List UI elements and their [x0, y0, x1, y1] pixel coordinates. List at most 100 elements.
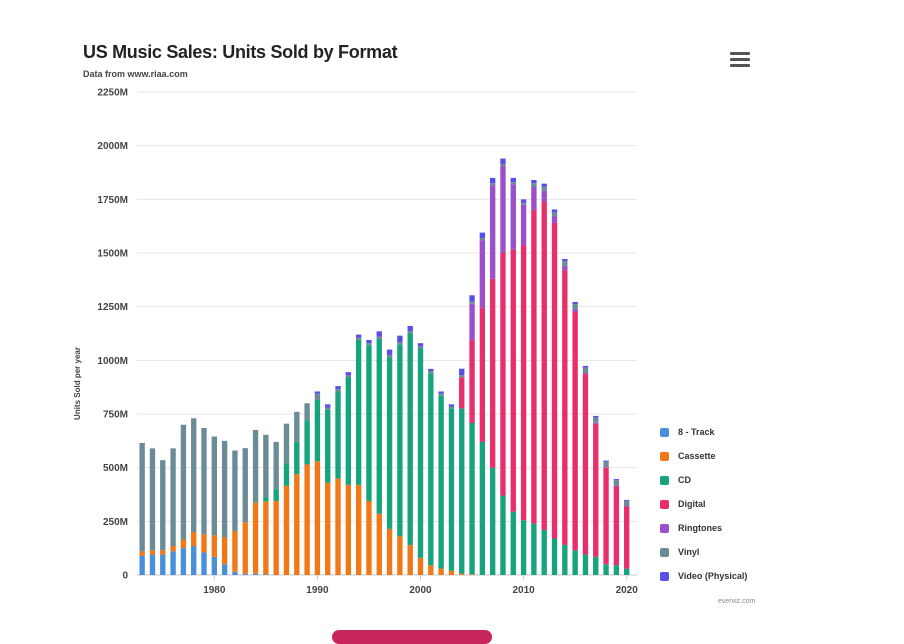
bar-segment[interactable] — [428, 565, 434, 575]
bar-segment[interactable] — [562, 544, 568, 575]
bar-segment[interactable] — [407, 544, 413, 575]
bar-segment[interactable] — [314, 393, 321, 401]
bar-segment[interactable] — [232, 450, 238, 531]
bar-segment[interactable] — [355, 337, 362, 340]
bar-segment[interactable] — [345, 377, 352, 485]
bar-segment[interactable] — [180, 539, 187, 549]
bar-segment[interactable] — [149, 554, 156, 575]
bar-segment[interactable] — [572, 550, 578, 575]
bar-segment[interactable] — [479, 237, 486, 241]
legend-item[interactable]: Video (Physical) — [660, 564, 747, 588]
bar-segment[interactable] — [582, 374, 589, 555]
bar-segment[interactable] — [613, 485, 620, 487]
bar-segment[interactable] — [335, 386, 341, 390]
bar-segment[interactable] — [314, 391, 321, 394]
legend-item[interactable]: Digital — [660, 492, 747, 516]
bar-segment[interactable] — [325, 409, 331, 483]
bar-segment[interactable] — [572, 312, 578, 551]
bar-segment[interactable] — [376, 336, 382, 339]
bar-segment[interactable] — [624, 506, 630, 507]
bar-segment[interactable] — [201, 427, 207, 535]
bar-segment[interactable] — [438, 393, 444, 396]
bar-segment[interactable] — [500, 163, 506, 167]
bar-segment[interactable] — [459, 377, 465, 409]
bar-segment[interactable] — [345, 372, 352, 376]
bar-segment[interactable] — [325, 482, 331, 575]
bar-segment[interactable] — [325, 404, 331, 408]
bar-segment[interactable] — [376, 331, 382, 337]
bar-segment[interactable] — [520, 245, 527, 521]
bar-segment[interactable] — [613, 480, 620, 486]
bar-segment[interactable] — [510, 511, 516, 575]
bar-segment[interactable] — [551, 209, 558, 213]
bar-segment[interactable] — [345, 484, 352, 575]
legend-item[interactable]: CD — [660, 468, 747, 492]
bar-segment[interactable] — [386, 528, 393, 575]
bar-segment[interactable] — [335, 391, 341, 479]
bar-segment[interactable] — [562, 270, 568, 545]
bar-segment[interactable] — [263, 497, 269, 502]
bar-segment[interactable] — [510, 249, 516, 512]
bar-segment[interactable] — [489, 278, 496, 468]
legend-item[interactable]: 8 - Track — [660, 420, 747, 444]
bar-segment[interactable] — [252, 502, 259, 574]
bar-segment[interactable] — [242, 448, 248, 523]
bar-segment[interactable] — [562, 259, 568, 262]
bar-segment[interactable] — [294, 411, 300, 442]
bar-segment[interactable] — [489, 177, 496, 184]
bar-segment[interactable] — [191, 532, 197, 547]
bar-segment[interactable] — [170, 448, 176, 547]
bar-segment[interactable] — [232, 530, 238, 572]
bar-segment[interactable] — [593, 556, 599, 575]
bar-segment[interactable] — [593, 423, 599, 557]
bar-segment[interactable] — [510, 182, 516, 185]
bar-segment[interactable] — [531, 183, 537, 187]
bar-segment[interactable] — [459, 408, 465, 574]
bar-segment[interactable] — [469, 303, 475, 341]
bar-segment[interactable] — [417, 346, 424, 349]
legend-item[interactable]: Ringtones — [660, 516, 747, 540]
bar-segment[interactable] — [489, 183, 496, 186]
bar-segment[interactable] — [469, 574, 475, 575]
bar-segment[interactable] — [170, 551, 176, 575]
bar-segment[interactable] — [201, 534, 207, 553]
bar-segment[interactable] — [551, 222, 558, 539]
bar-segment[interactable] — [469, 423, 475, 575]
bar-segment[interactable] — [624, 499, 630, 501]
bar-segment[interactable] — [479, 240, 486, 308]
bar-segment[interactable] — [613, 479, 620, 481]
bar-segment[interactable] — [417, 343, 424, 347]
bar-segment[interactable] — [211, 436, 217, 536]
bar-segment[interactable] — [180, 548, 187, 575]
bar-segment[interactable] — [438, 395, 444, 569]
bar-segment[interactable] — [562, 265, 568, 271]
bar-segment[interactable] — [355, 334, 362, 338]
bar-segment[interactable] — [386, 354, 393, 358]
bar-segment[interactable] — [624, 500, 630, 507]
bar-segment[interactable] — [160, 460, 166, 551]
bar-segment[interactable] — [170, 546, 176, 552]
bar-segment[interactable] — [469, 340, 475, 424]
bar-segment[interactable] — [428, 368, 434, 372]
bar-segment[interactable] — [541, 183, 547, 187]
bar-segment[interactable] — [294, 441, 300, 475]
bar-segment[interactable] — [469, 295, 475, 302]
bar-segment[interactable] — [603, 564, 609, 575]
bar-segment[interactable] — [551, 538, 558, 575]
bar-segment[interactable] — [201, 552, 207, 575]
bar-segment[interactable] — [221, 537, 228, 565]
bar-segment[interactable] — [242, 522, 248, 574]
bar-segment[interactable] — [407, 331, 413, 334]
bar-segment[interactable] — [479, 232, 486, 238]
bar-segment[interactable] — [263, 574, 269, 575]
bar-segment[interactable] — [510, 184, 516, 250]
bar-segment[interactable] — [603, 461, 609, 468]
bar-segment[interactable] — [139, 442, 145, 552]
bar-segment[interactable] — [283, 485, 290, 575]
bar-segment[interactable] — [448, 406, 455, 409]
bar-segment[interactable] — [263, 501, 269, 575]
bar-segment[interactable] — [479, 307, 486, 442]
bar-segment[interactable] — [407, 325, 413, 332]
bar-segment[interactable] — [366, 345, 372, 501]
legend-item[interactable]: Vinyl — [660, 540, 747, 564]
